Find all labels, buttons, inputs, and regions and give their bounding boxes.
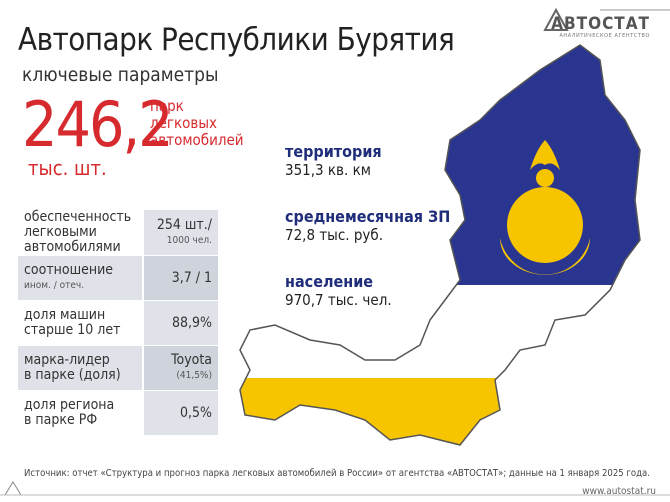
row-value: 3,7 / 1: [143, 255, 218, 301]
headline-unit: тыс. шт.: [28, 156, 107, 180]
table-row: соотношение ином. / отеч. 3,7 / 1: [18, 255, 218, 301]
row-label-line: марка-лидер: [24, 352, 110, 368]
row-label-line: доля машин: [24, 307, 106, 323]
subtitle: ключевые параметры: [22, 64, 219, 86]
logo-tagline: АНАЛИТИЧЕСКОЕ АГЕНТСТВО: [559, 33, 650, 39]
stat: население 970,7 тыс. чел.: [285, 272, 392, 309]
stat: среднемесячная ЗП 72,8 тыс. руб.: [285, 207, 450, 244]
row-value: 254 шт./1000 чел.: [143, 210, 218, 256]
row-label: марка-лидер в парке (доля): [18, 345, 144, 391]
row-label: доля региона в парке РФ: [18, 390, 144, 436]
row-label: соотношение ином. / отеч.: [18, 255, 144, 301]
row-value: 0,5%: [143, 390, 218, 436]
stat-value: 351,3 кв. км: [285, 161, 371, 179]
headline-value: 246,2: [22, 88, 174, 161]
headline-label: парк легковых автомобилей: [150, 98, 244, 149]
row-label-line: легковыми: [24, 224, 97, 240]
row-label-line: в парке (доля): [24, 367, 121, 383]
row-value-text: 3,7 / 1: [171, 269, 212, 286]
row-label-line: доля региона: [24, 397, 115, 413]
row-label: доля машин старше 10 лет: [18, 300, 144, 346]
source: Источник: отчет «Структура и прогноз пар…: [24, 468, 650, 479]
stat-label: среднемесячная ЗП: [285, 207, 451, 226]
row-value-note: (41,5%): [176, 370, 212, 381]
row-label-line: обеспеченность: [24, 209, 132, 225]
headline-label-line: автомобилей: [150, 131, 244, 149]
table-row: доля региона в парке РФ 0,5%: [18, 390, 218, 436]
row-value-text: Toyota: [171, 352, 212, 368]
row-value-note: 1000 чел.: [166, 234, 212, 246]
row-label-line: старше 10 лет: [24, 322, 121, 338]
logo: АВТОСТАТ: [551, 14, 650, 34]
row-value-text: 0,5%: [180, 404, 212, 421]
stat-value: 72,8 тыс. руб.: [285, 226, 383, 244]
row-label: обеспеченность легковыми автомобилями: [18, 209, 144, 256]
row-value: 88,9%: [143, 300, 218, 346]
row-label-note: ином. / отеч.: [24, 280, 85, 291]
title: Автопарк Республики Бурятия: [18, 22, 455, 58]
row-value: Toyota (41,5%): [143, 345, 218, 391]
stat-label: население: [285, 272, 374, 291]
headline-label-line: легковых: [150, 114, 218, 132]
stat-value: 970,7 тыс. чел.: [285, 291, 392, 309]
stat-label: территория: [285, 142, 382, 161]
table-row: обеспеченность легковыми автомобилями 254 ш…: [18, 210, 218, 256]
url: www.autostat.ru: [582, 486, 656, 497]
row-label-line: соотношение: [24, 262, 114, 278]
headline-label-line: парк: [150, 97, 184, 115]
table-row: доля машин старше 10 лет 88,9%: [18, 300, 218, 346]
table-row: марка-лидер в парке (доля) Toyota (41,5%): [18, 345, 218, 391]
row-label-line: в парке РФ: [24, 412, 98, 428]
row-label-line: автомобилями: [24, 239, 121, 255]
row-value-text: 88,9%: [171, 314, 212, 331]
row-value-text: 254 шт./: [156, 216, 212, 233]
stat: территория 351,3 кв. км: [285, 142, 382, 179]
table: обеспеченность легковыми автомобилями 254 ш…: [18, 210, 218, 436]
